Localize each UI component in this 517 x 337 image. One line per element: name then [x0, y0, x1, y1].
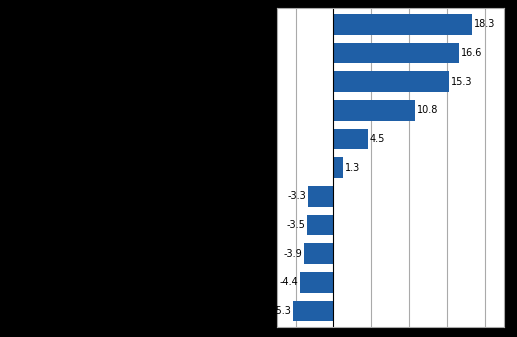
Bar	[300, 272, 333, 293]
Text: 18.3: 18.3	[474, 19, 495, 29]
Text: -3.5: -3.5	[286, 220, 305, 230]
Text: -3.3: -3.3	[288, 191, 307, 201]
Bar	[333, 157, 343, 178]
Bar	[333, 129, 368, 149]
Text: 1.3: 1.3	[345, 163, 360, 173]
Text: 4.5: 4.5	[370, 134, 385, 144]
Bar	[333, 71, 449, 92]
Text: -3.9: -3.9	[283, 249, 302, 259]
Bar	[309, 186, 333, 207]
Text: 15.3: 15.3	[451, 76, 473, 87]
Bar	[304, 243, 333, 264]
Bar	[293, 301, 333, 321]
Bar	[333, 100, 415, 121]
Bar	[333, 14, 472, 34]
Text: -5.3: -5.3	[272, 306, 292, 316]
Bar	[307, 215, 333, 235]
Bar	[333, 42, 459, 63]
Text: 16.6: 16.6	[461, 48, 482, 58]
Text: 10.8: 10.8	[417, 105, 438, 115]
Text: -4.4: -4.4	[280, 277, 298, 287]
